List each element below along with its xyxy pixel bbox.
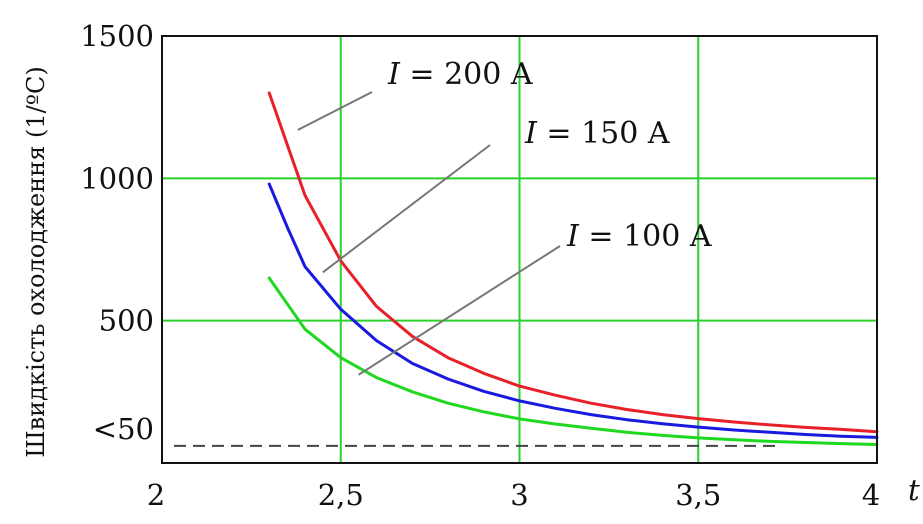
x-tick-label: 3,5 (675, 478, 721, 512)
annotation-label-0: I = 200 A (387, 57, 533, 92)
annotation-leader-1 (322, 144, 491, 274)
annotations-group: I = 200 AI = 150 AI = 100 A (297, 57, 712, 376)
series-line-2 (267, 276, 879, 446)
x-tick-label: 2,5 (318, 478, 364, 512)
x-tick-label: 4 (862, 478, 880, 512)
annotation-value: = 150 A (537, 116, 670, 151)
x-tick-label: 2 (147, 478, 165, 512)
x-tick-label: 3 (510, 478, 528, 512)
y-tick-label: 500 (99, 304, 154, 338)
grid-lines (162, 36, 877, 463)
annotation-value: = 100 A (579, 219, 712, 254)
annotation-value: = 200 A (400, 57, 533, 92)
y-axis-label: Швидкість охолодження (1/ºС) (22, 66, 50, 457)
series-line-1 (267, 182, 879, 439)
series-line-0 (267, 91, 879, 434)
annotation-italic-symbol: I (524, 116, 538, 151)
plot-frame (161, 35, 878, 464)
annotation-label-2: I = 100 A (566, 219, 712, 254)
annotation-leader-2 (358, 245, 561, 376)
annotation-italic-symbol: I (387, 57, 401, 92)
x-axis-label: t (908, 473, 920, 507)
series-group (267, 91, 879, 446)
x-tick-labels: 2 2,5 3 3,5 4 (147, 478, 880, 512)
y-tick-label: 1000 (80, 161, 154, 195)
annotation-label-1: I = 150 A (524, 116, 670, 151)
annotation-italic-symbol: I (566, 219, 580, 254)
y-tick-label: 1500 (80, 19, 154, 53)
annotation-leader-0 (297, 91, 373, 131)
y-tick-label: <50 (93, 412, 154, 446)
y-tick-labels: 1500 1000 500 <50 (80, 19, 154, 446)
